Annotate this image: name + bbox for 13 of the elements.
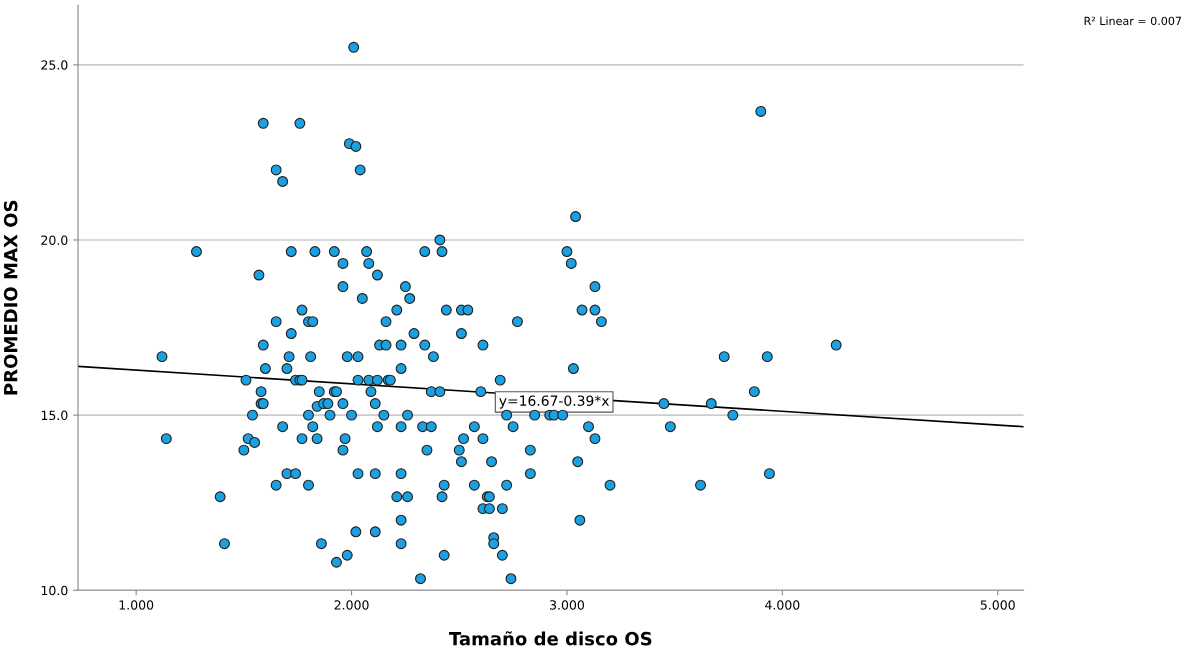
- y-tick-label: 15.0: [41, 410, 68, 421]
- annotation: y=16.67-0.39*x: [499, 395, 610, 409]
- x-tick-label: 5.000: [980, 600, 1015, 610]
- x-tick-label: 4.000: [765, 600, 800, 610]
- x-tick-label: 3.000: [550, 600, 585, 610]
- y-tick-label: 20.0: [41, 235, 68, 245]
- text: R² Linear = 0.007: [1084, 16, 1182, 26]
- y-tick-label: 10.0: [41, 585, 68, 596]
- y-tick-label: 25.0: [41, 60, 68, 70]
- x-tick-label: 1.000: [119, 600, 154, 610]
- y-axis-title: PROMEDIO MAX OS: [3, 200, 18, 395]
- x-axis-title: Tamaño de disco OS: [449, 631, 652, 646]
- x-tick-label: 2.000: [334, 600, 369, 610]
